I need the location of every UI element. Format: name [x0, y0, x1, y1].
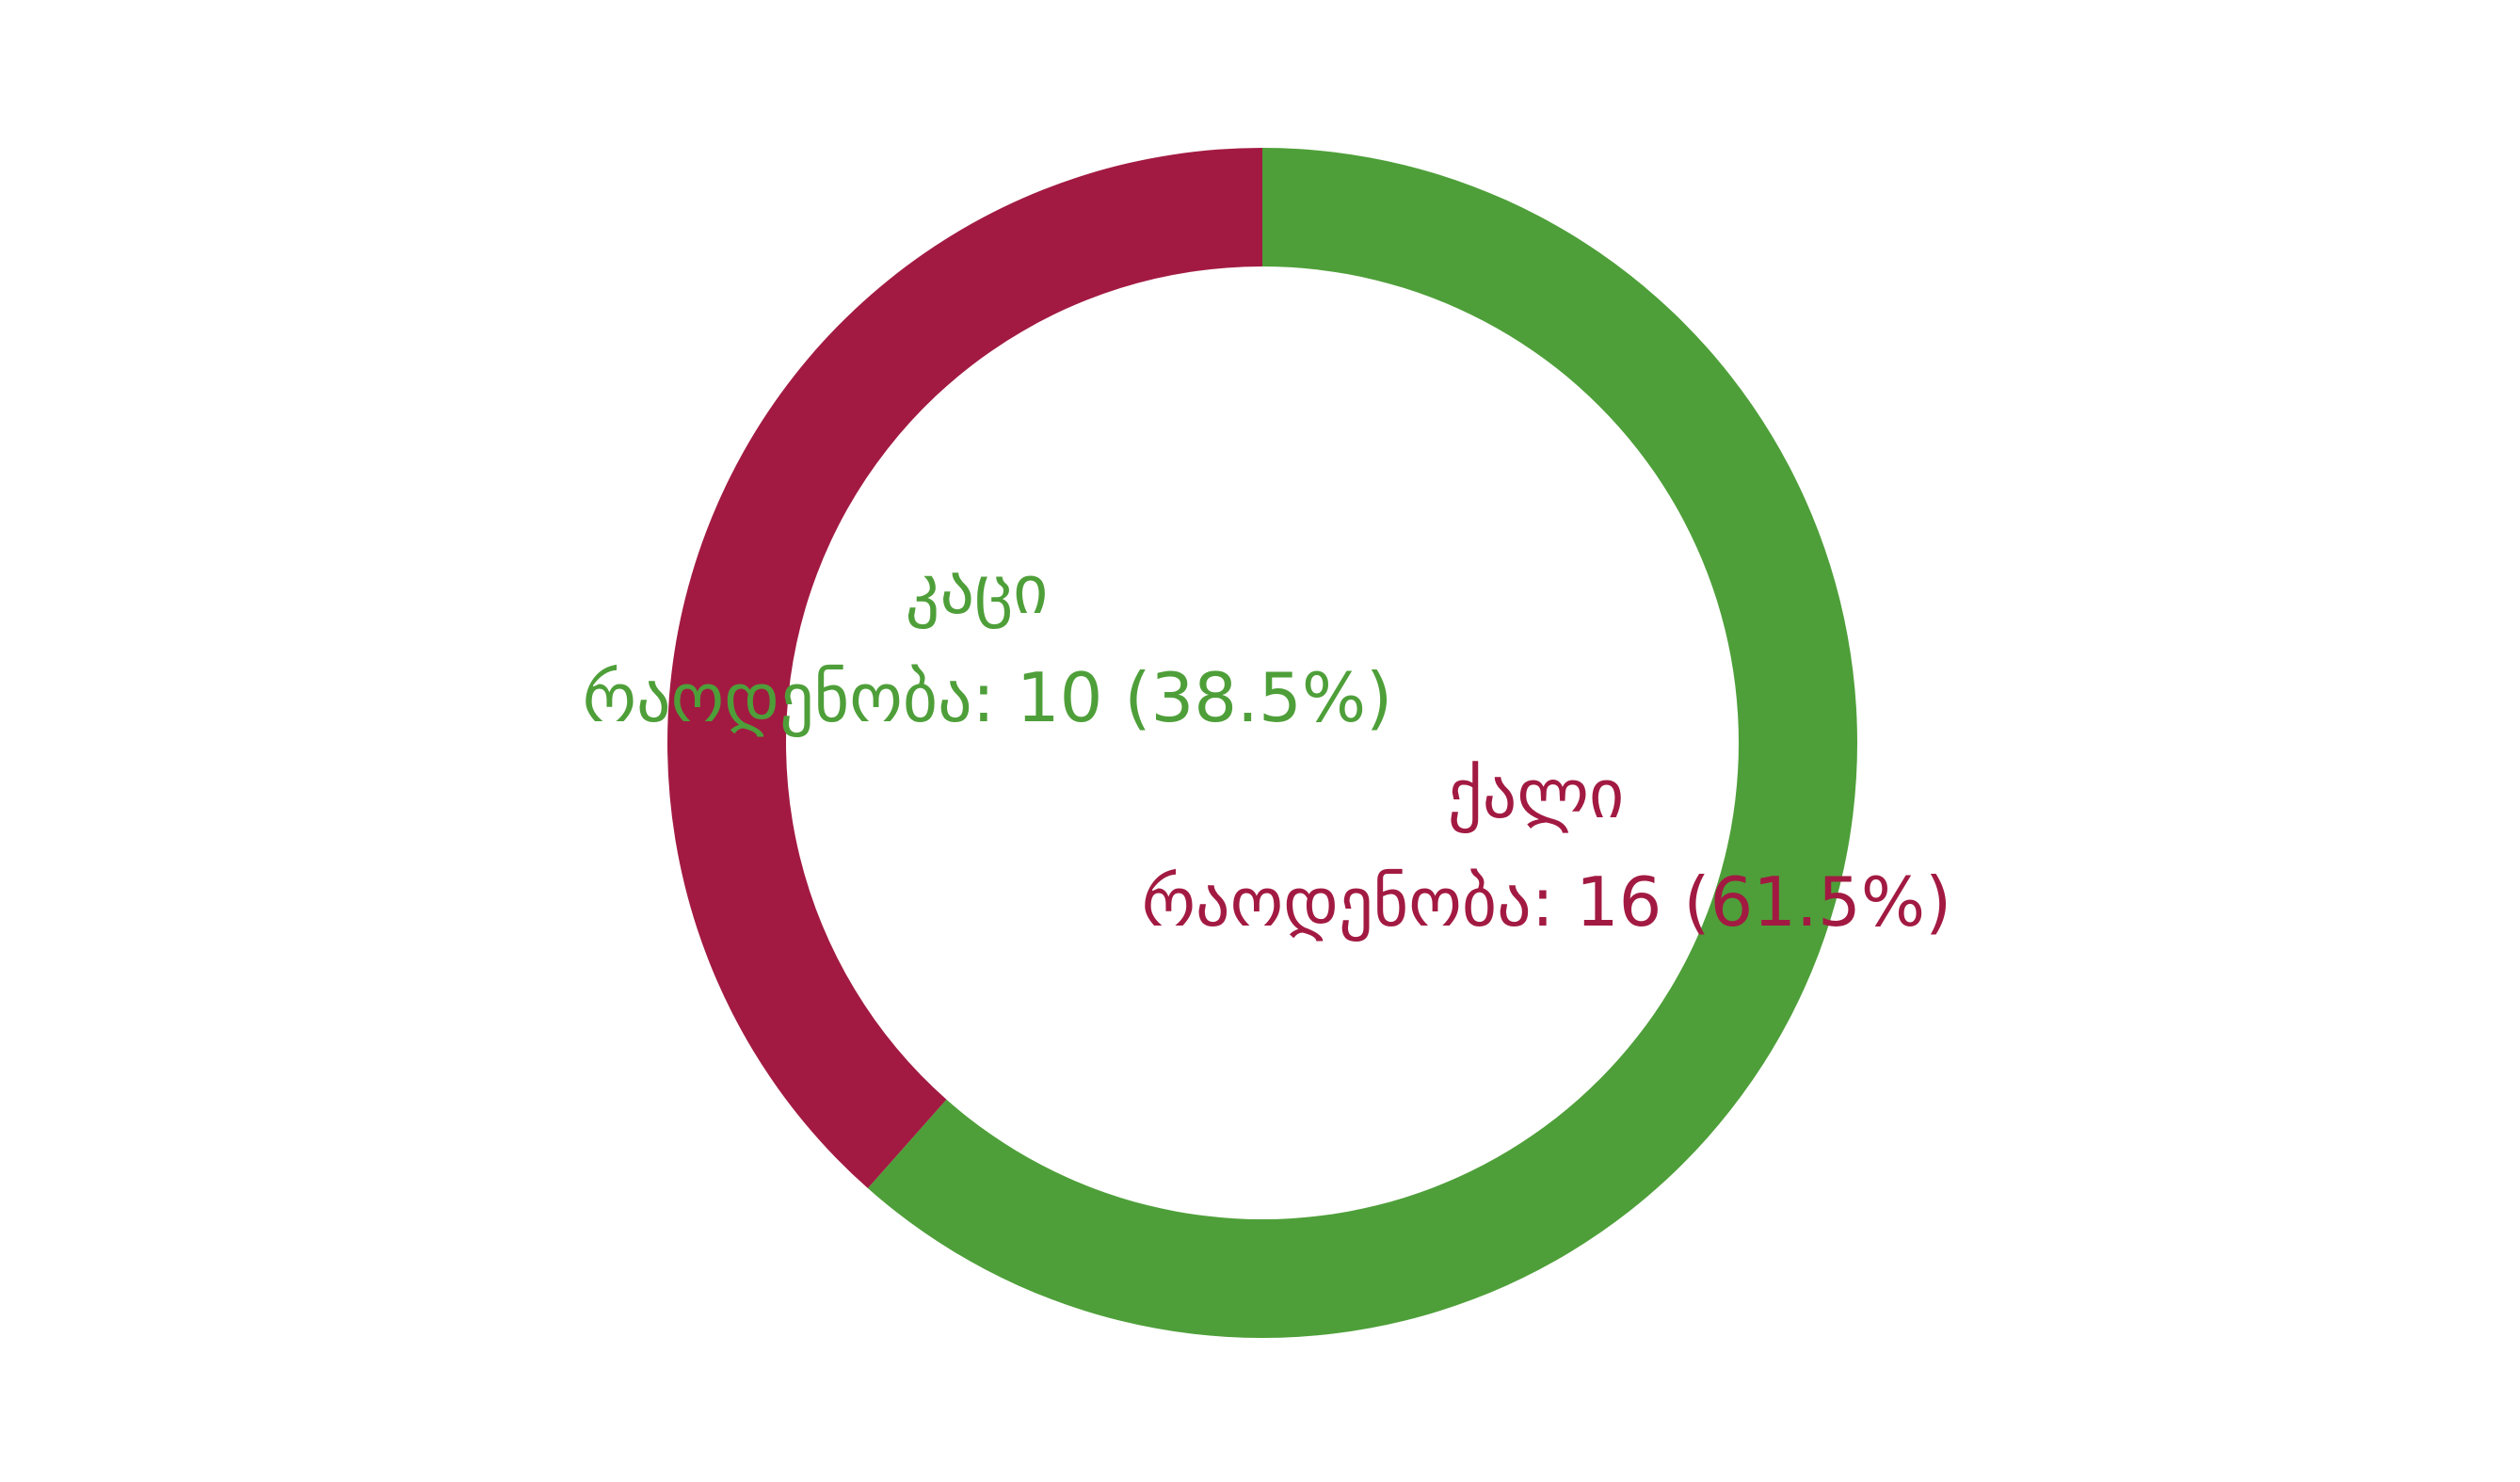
slices-layer	[667, 148, 1857, 1338]
donut-slice-kali	[867, 148, 1857, 1338]
slice-label-kaci-name: კაცი	[906, 550, 1049, 629]
donut-slice-kaci	[667, 148, 1262, 1189]
slice-label-kali-count: რაოდენობა: 16 (61.5%)	[1142, 862, 1952, 942]
slice-label-kaci-count: რაოდენობა: 10 (38.5%)	[583, 658, 1393, 737]
slice-label-kali-name: ქალი	[1448, 754, 1624, 833]
slice-label-kali: ქალი რაოდენობა: 16 (61.5%)	[1142, 754, 1952, 942]
labels-layer: კაცი რაოდენობა: 10 (38.5%) ქალი რაოდენობ…	[583, 550, 1952, 942]
slice-label-kaci: კაცი რაოდენობა: 10 (38.5%)	[583, 550, 1393, 737]
